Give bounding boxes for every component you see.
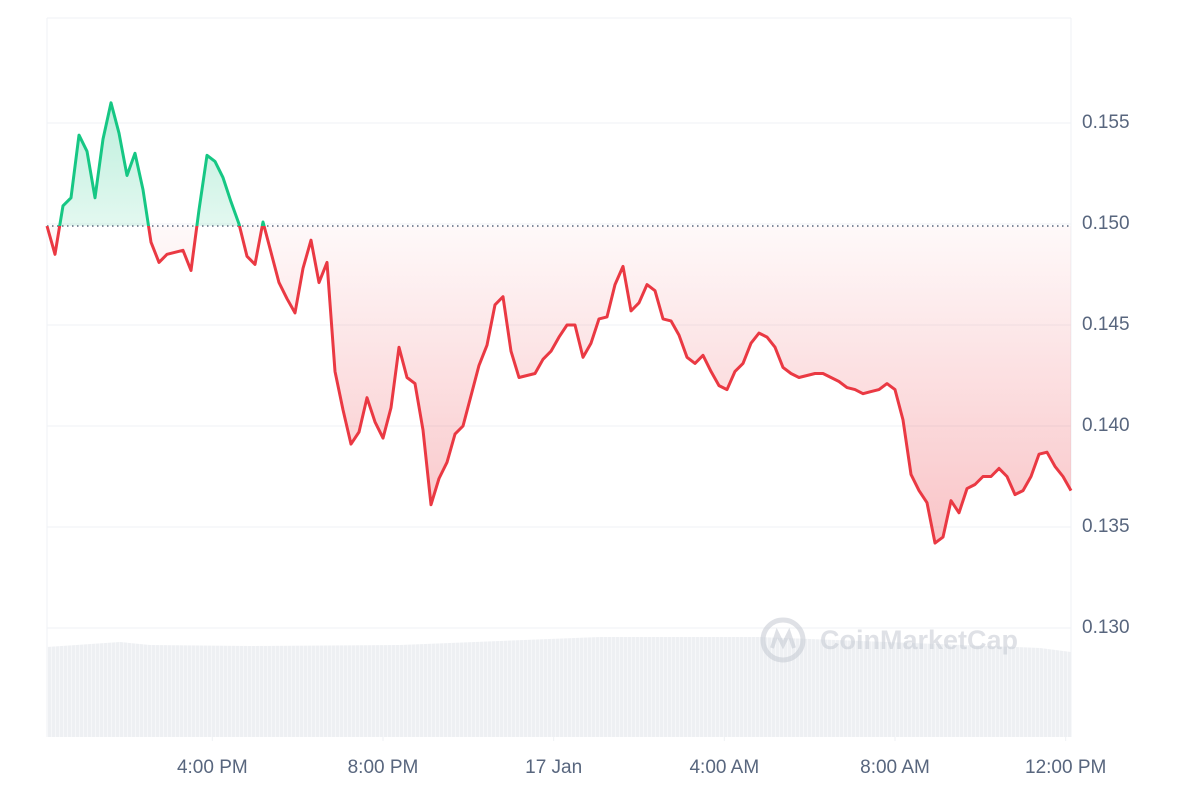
y-tick-label: 0.140 xyxy=(1082,415,1130,436)
y-tick-label: 0.150 xyxy=(1082,213,1130,234)
y-tick-label: 0.155 xyxy=(1082,112,1130,133)
x-tick-label: 17 Jan xyxy=(525,757,582,778)
watermark-text: CoinMarketCap xyxy=(820,625,1018,655)
x-tick-label: 4:00 PM xyxy=(177,757,248,778)
watermark-logo xyxy=(760,617,806,663)
price-area xyxy=(47,102,1071,544)
x-tick-label: 4:00 AM xyxy=(689,757,759,778)
watermark: CoinMarketCap xyxy=(760,617,1018,663)
x-tick-label: 8:00 PM xyxy=(348,757,419,778)
volume-bars xyxy=(47,637,1071,737)
x-tick-label: 12:00 PM xyxy=(1025,757,1106,778)
watermark-logo-mark xyxy=(770,627,796,650)
y-tick-label: 0.135 xyxy=(1082,516,1130,537)
price-line xyxy=(45,101,1073,545)
x-tick-label: 8:00 AM xyxy=(860,757,930,778)
y-tick-label: 0.145 xyxy=(1082,314,1130,335)
y-tick-label: 0.130 xyxy=(1082,617,1130,638)
